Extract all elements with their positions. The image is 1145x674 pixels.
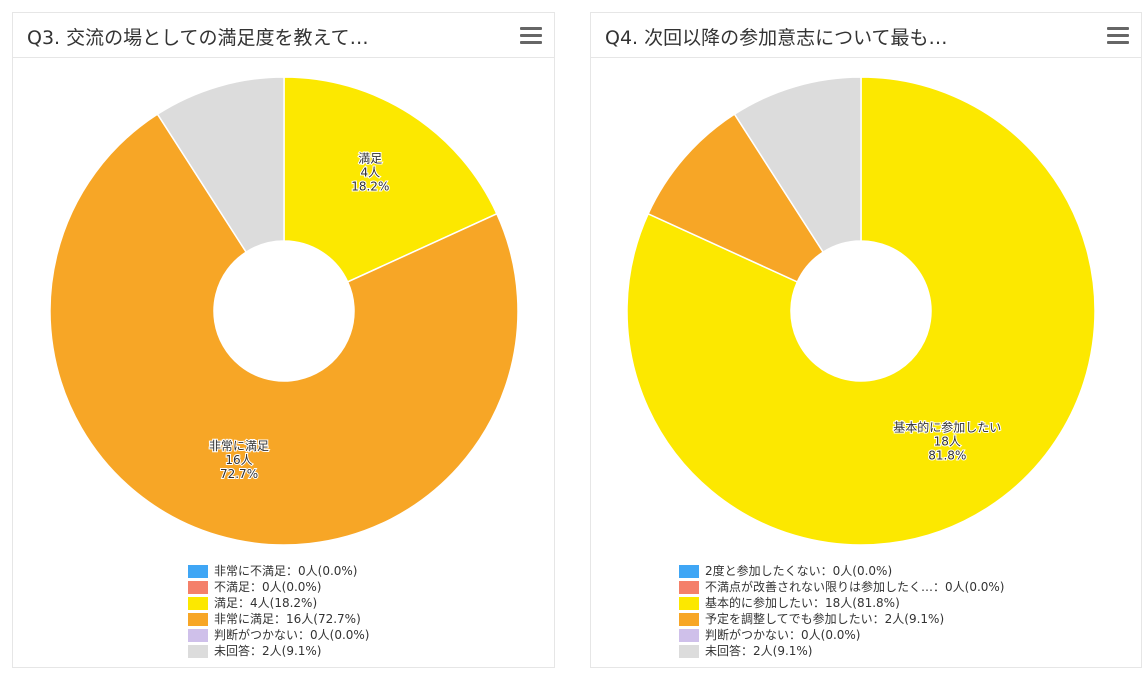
- legend-label: 基本的に参加したい：18人(81.8%): [705, 596, 900, 610]
- data-label: 基本的に参加したい: [893, 419, 1001, 434]
- legend-label: 未回答：2人(9.1%): [705, 644, 813, 658]
- legend-item[interactable]: 基本的に参加したい：18人(81.8%): [679, 595, 1005, 611]
- legend-item[interactable]: 予定を調整してでも参加したい：2人(9.1%): [679, 611, 1005, 627]
- legend-label: 予定を調整してでも参加したい：2人(9.1%): [705, 612, 945, 626]
- legend-label: 不満点が改善されない限りは参加したく…：0人(0.0%): [705, 580, 1005, 594]
- legend-item[interactable]: 不満足：0人(0.0%): [188, 579, 370, 595]
- legend-swatch: [679, 564, 699, 578]
- slice-未回答[interactable]: [733, 76, 862, 254]
- hamburger-menu-icon[interactable]: [1107, 27, 1129, 45]
- legend-label: 非常に不満足：0人(0.0%): [214, 564, 358, 578]
- legend-item[interactable]: 判断がつかない：0人(0.0%): [188, 627, 370, 643]
- slice-満足[interactable]: [283, 76, 498, 283]
- legend-label: 不満足：0人(0.0%): [214, 580, 322, 594]
- legend-swatch: [188, 644, 208, 658]
- q4-panel: Q4. 次回以降の参加意志について最も… 基本的に参加したい 18人 81.8% 2…: [590, 12, 1142, 668]
- data-label: 72.7%: [220, 467, 258, 481]
- data-label: 18人: [934, 434, 961, 448]
- data-label: 非常に満足: [209, 439, 269, 453]
- legend-swatch: [679, 644, 699, 658]
- legend-swatch: [188, 612, 208, 626]
- data-label: 満足: [358, 152, 382, 166]
- legend-item[interactable]: 不満点が改善されない限りは参加したく…：0人(0.0%): [679, 579, 1005, 595]
- q4-header: Q4. 次回以降の参加意志について最も…: [591, 13, 1141, 58]
- legend-label: 未回答：2人(9.1%): [214, 644, 322, 658]
- legend-swatch: [679, 612, 699, 626]
- legend-item[interactable]: 満足：4人(18.2%): [188, 595, 370, 611]
- q3-title: Q3. 交流の場としての満足度を教えて…: [27, 27, 369, 49]
- legend-label: 判断がつかない：0人(0.0%): [214, 628, 370, 642]
- legend-item[interactable]: 未回答：2人(9.1%): [188, 643, 370, 659]
- legend-item[interactable]: 非常に不満足：0人(0.0%): [188, 563, 370, 579]
- hamburger-menu-icon[interactable]: [520, 27, 542, 45]
- slice-基本的に参加したい[interactable]: [626, 76, 1096, 546]
- slice-予定を調整してでも参加したい[interactable]: [647, 113, 825, 283]
- slice-非常に満足[interactable]: [49, 113, 519, 546]
- legend-swatch: [188, 580, 208, 594]
- legend-label: 満足：4人(18.2%): [214, 596, 318, 610]
- slice-未回答[interactable]: [156, 76, 285, 254]
- legend-swatch: [188, 596, 208, 610]
- q4-title: Q4. 次回以降の参加意志について最も…: [605, 27, 948, 49]
- data-label: 16人: [225, 453, 252, 467]
- data-label: 81.8%: [928, 448, 966, 462]
- legend-item[interactable]: 未回答：2人(9.1%): [679, 643, 1005, 659]
- legend-label: 2度と参加したくない：0人(0.0%): [705, 564, 893, 578]
- legend-item[interactable]: 判断がつかない：0人(0.0%): [679, 627, 1005, 643]
- legend-swatch: [679, 596, 699, 610]
- legend-swatch: [188, 564, 208, 578]
- legend-item[interactable]: 非常に満足：16人(72.7%): [188, 611, 370, 627]
- data-label: 18.2%: [351, 180, 389, 194]
- legend-label: 判断がつかない：0人(0.0%): [705, 628, 861, 642]
- q4-legend: 2度と参加したくない：0人(0.0%) 不満点が改善されない限りは参加したく…：0…: [679, 563, 1005, 659]
- q3-panel: Q3. 交流の場としての満足度を教えて… 満足 4人 18.2% 非常に満足 16人 72…: [12, 12, 555, 668]
- legend-swatch: [188, 628, 208, 642]
- legend-swatch: [679, 580, 699, 594]
- legend-swatch: [679, 628, 699, 642]
- q3-header: Q3. 交流の場としての満足度を教えて…: [13, 13, 554, 58]
- data-label: 4人: [360, 166, 380, 180]
- legend-item[interactable]: 2度と参加したくない：0人(0.0%): [679, 563, 1005, 579]
- q3-legend: 非常に不満足：0人(0.0%) 不満足：0人(0.0%) 満足：4人(18.2%) 非…: [188, 563, 370, 659]
- legend-label: 非常に満足：16人(72.7%): [214, 612, 361, 626]
